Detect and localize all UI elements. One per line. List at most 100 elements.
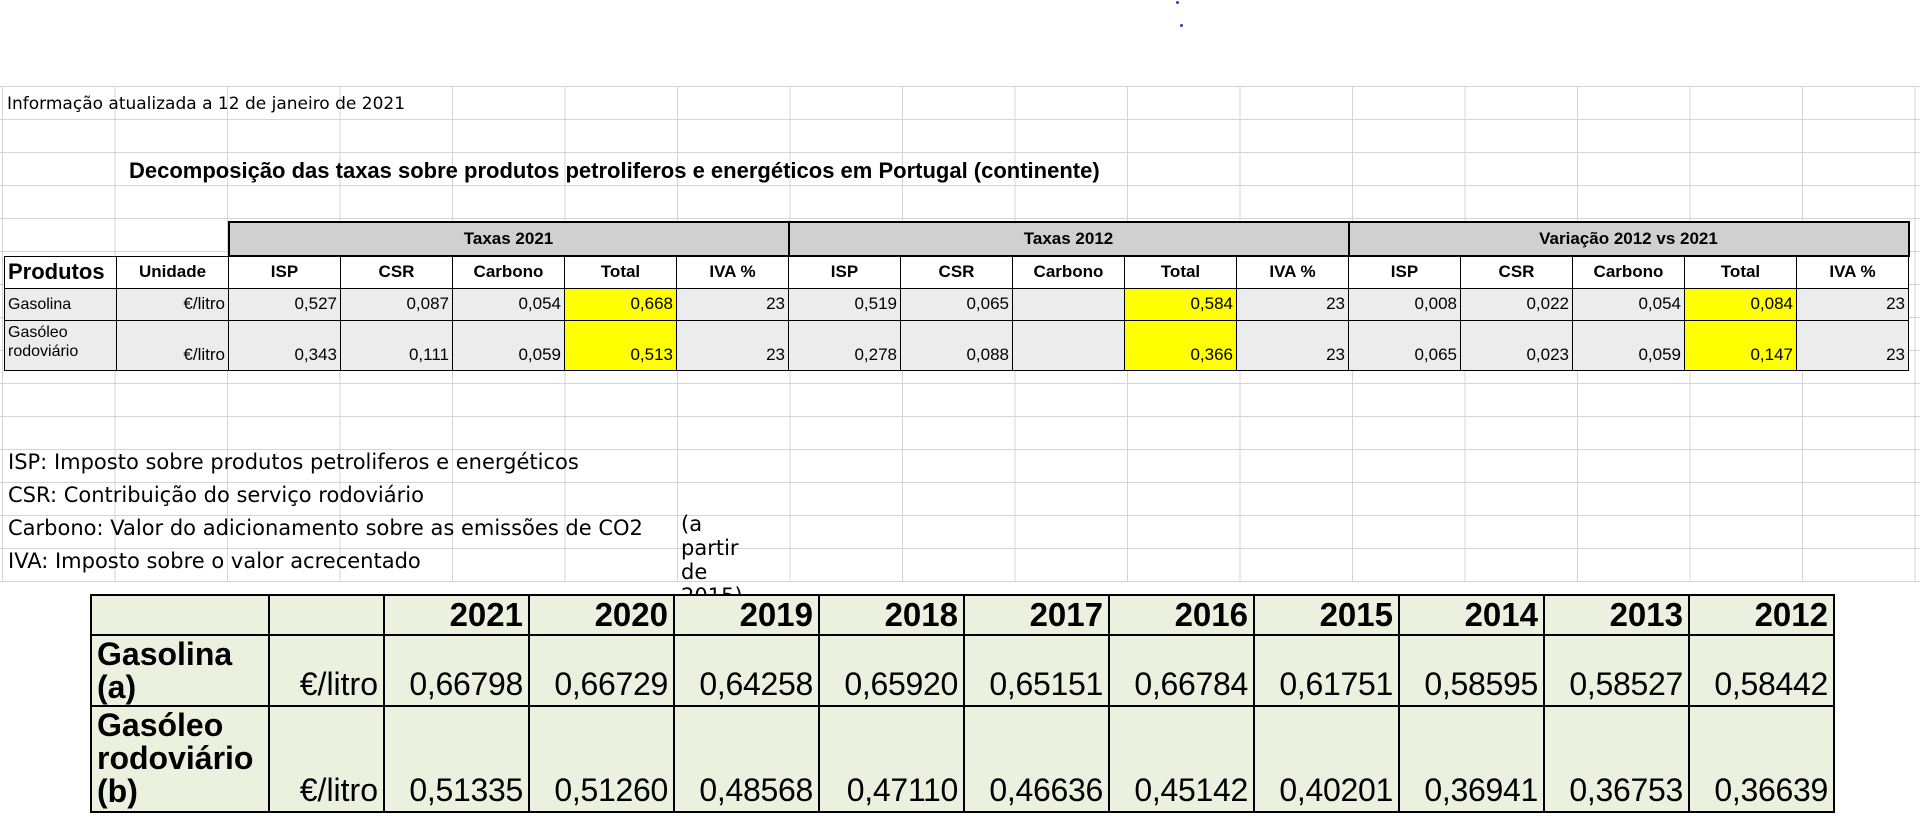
value-cell: 0,46636 (963, 705, 1110, 813)
value-cell: 0,45142 (1108, 705, 1255, 813)
value-cell[interactable]: 0,059 (1572, 319, 1685, 371)
total-cell[interactable]: 0,366 (1124, 319, 1237, 371)
total-cell[interactable]: 0,668 (564, 287, 677, 321)
unit-cell: €/litro (268, 705, 385, 813)
year-header: 2020 (528, 594, 675, 636)
value-cell: 0,58442 (1688, 634, 1835, 707)
year-header: 2015 (1253, 594, 1400, 636)
value-cell[interactable]: 23 (1796, 287, 1909, 321)
value-cell: 0,61751 (1253, 634, 1400, 707)
column-header[interactable]: Carbono (1572, 255, 1685, 289)
total-cell[interactable]: 0,147 (1684, 319, 1797, 371)
value-cell[interactable]: 0,527 (228, 287, 341, 321)
value-cell: 0,66729 (528, 634, 675, 707)
value-cell[interactable]: 23 (676, 287, 789, 321)
value-cell: 0,48568 (673, 705, 820, 813)
value-cell[interactable]: 23 (676, 319, 789, 371)
page-title: Decomposição das taxas sobre produtos pe… (129, 158, 1100, 183)
column-header[interactable]: ISP (1348, 255, 1461, 289)
table-row: Gasóleo rodoviário (b) €/litro 0,51335 0… (90, 705, 1835, 813)
value-cell: 0,58595 (1398, 634, 1545, 707)
value-cell[interactable]: 23 (1236, 287, 1349, 321)
value-cell[interactable]: 23 (1236, 319, 1349, 371)
value-cell[interactable]: 0,278 (788, 319, 901, 371)
year-header: 2012 (1688, 594, 1835, 636)
value-cell[interactable]: 0,054 (452, 287, 565, 321)
group-header[interactable]: Variação 2012 vs 2021 (1347, 221, 1910, 257)
value-cell: 0,36941 (1398, 705, 1545, 813)
marker-dot (1176, 1, 1179, 4)
note-isp[interactable]: ISP: Imposto sobre produtos petroliferos… (8, 450, 579, 474)
value-cell[interactable]: 0,111 (340, 319, 453, 371)
empty-cell[interactable] (117, 222, 229, 256)
product-name[interactable]: Gasóleo rodoviário (4, 319, 117, 371)
value-cell[interactable]: 0,087 (340, 287, 453, 321)
product-label: Gasolina (a) (90, 634, 270, 707)
value-cell: 0,51335 (383, 705, 530, 813)
column-header[interactable]: Carbono (1012, 255, 1125, 289)
value-cell[interactable] (1012, 287, 1125, 321)
value-cell[interactable] (1012, 319, 1125, 371)
value-cell[interactable]: 0,065 (900, 287, 1013, 321)
group-header[interactable]: Taxas 2021 (227, 221, 790, 257)
total-cell[interactable]: 0,584 (1124, 287, 1237, 321)
column-header[interactable]: ISP (788, 255, 901, 289)
value-cell: 0,66798 (383, 634, 530, 707)
value-cell[interactable]: 23 (1796, 319, 1909, 371)
value-cell[interactable]: 0,059 (452, 319, 565, 371)
value-cell[interactable]: 0,519 (788, 287, 901, 321)
total-cell[interactable]: 0,084 (1684, 287, 1797, 321)
marker-dot (1180, 24, 1183, 27)
unit-cell[interactable]: €/litro (116, 287, 229, 321)
value-cell[interactable]: 0,008 (1348, 287, 1461, 321)
year-header: 2017 (963, 594, 1110, 636)
value-cell[interactable]: 0,022 (1460, 287, 1573, 321)
column-header[interactable]: ISP (228, 255, 341, 289)
note-iva[interactable]: IVA: Imposto sobre o valor acrecentado (8, 549, 421, 573)
value-cell[interactable]: 0,088 (900, 319, 1013, 371)
value-cell: 0,65151 (963, 634, 1110, 707)
year-header: 2018 (818, 594, 965, 636)
value-cell[interactable]: 0,343 (228, 319, 341, 371)
column-header[interactable]: Total (1684, 255, 1797, 289)
value-cell[interactable]: 0,054 (1572, 287, 1685, 321)
empty-cell[interactable] (5, 222, 117, 256)
total-cell[interactable]: 0,513 (564, 319, 677, 371)
value-cell: 0,51260 (528, 705, 675, 813)
value-cell[interactable]: 0,065 (1348, 319, 1461, 371)
value-cell: 0,58527 (1543, 634, 1690, 707)
column-header[interactable]: IVA % (1796, 255, 1909, 289)
value-cell: 0,40201 (1253, 705, 1400, 813)
year-header: 2016 (1108, 594, 1255, 636)
value-cell: 0,66784 (1108, 634, 1255, 707)
note-carbono[interactable]: Carbono: Valor do adicionamento sobre as… (8, 516, 643, 540)
column-header[interactable]: Carbono (452, 255, 565, 289)
unit-cell[interactable]: €/litro (116, 319, 229, 371)
note-csr[interactable]: CSR: Contribuição do serviço rodoviário (8, 483, 424, 507)
column-header[interactable]: IVA % (1236, 255, 1349, 289)
table-row: Gasóleo rodoviário €/litro 0,343 0,111 0… (4, 319, 1909, 371)
year-header: 2014 (1398, 594, 1545, 636)
value-cell[interactable]: 0,023 (1460, 319, 1573, 371)
product-name[interactable]: Gasolina (4, 287, 117, 321)
empty-cell (90, 594, 270, 636)
column-header-produtos[interactable]: Produtos (4, 255, 117, 289)
column-header[interactable]: Total (1124, 255, 1237, 289)
column-header[interactable]: IVA % (676, 255, 789, 289)
column-header-unidade[interactable]: Unidade (116, 255, 229, 289)
value-cell: 0,36639 (1688, 705, 1835, 813)
table-row: Gasolina (a) €/litro 0,66798 0,66729 0,6… (90, 634, 1835, 707)
column-header[interactable]: CSR (340, 255, 453, 289)
column-header[interactable]: CSR (1460, 255, 1573, 289)
value-cell: 0,47110 (818, 705, 965, 813)
table-row: Gasolina €/litro 0,527 0,087 0,054 0,668… (4, 287, 1909, 321)
empty-cell (268, 594, 385, 636)
value-cell: 0,64258 (673, 634, 820, 707)
unit-cell: €/litro (268, 634, 385, 707)
column-header[interactable]: CSR (900, 255, 1013, 289)
column-header[interactable]: Total (564, 255, 677, 289)
value-cell: 0,65920 (818, 634, 965, 707)
group-header[interactable]: Taxas 2012 (787, 221, 1350, 257)
history-table: 2021 2020 2019 2018 2017 2016 2015 2014 … (90, 594, 1835, 813)
year-header: 2013 (1543, 594, 1690, 636)
